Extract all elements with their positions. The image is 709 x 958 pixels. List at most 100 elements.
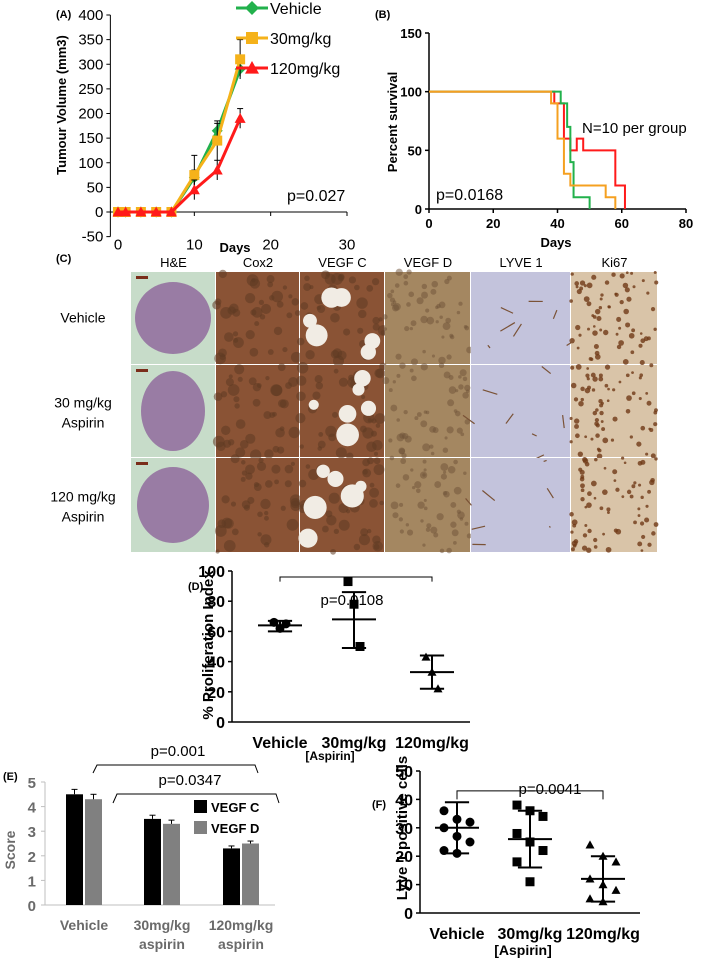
panel-c-texture-dot	[282, 346, 288, 353]
panel-c-nucleus	[578, 467, 583, 472]
panel-c-texture-dot	[415, 488, 421, 494]
panel-c-texture-dot	[450, 521, 457, 528]
panel-c-texture-dot	[330, 312, 340, 323]
panel-c-nucleus	[654, 280, 659, 285]
panel-c-texture-dot	[430, 526, 438, 534]
panel-c-nucleus	[587, 327, 591, 331]
panel-c-nucleus	[595, 408, 599, 412]
panel-c-vacuole	[354, 369, 371, 387]
panel-c-nucleus	[582, 533, 588, 538]
panel-c-texture-dot	[325, 425, 337, 437]
panel-c-texture-dot	[253, 483, 262, 491]
panel-c-nucleus	[586, 502, 592, 508]
panel-c-nucleus	[629, 494, 634, 499]
panel-c-nucleus	[640, 425, 646, 431]
panel-c-nucleus	[624, 287, 630, 293]
panel-c-nucleus	[644, 517, 650, 523]
panel-a-point	[212, 135, 223, 146]
panel-a-x-tick-label: 20	[262, 237, 279, 254]
panel-c-nucleus	[586, 547, 592, 553]
panel-c-vacuole	[332, 288, 351, 307]
panel-c-nucleus	[601, 427, 606, 432]
panel-c-texture-dot	[442, 447, 449, 453]
panel-c-nucleus	[607, 387, 610, 391]
panel-c-texture-dot	[373, 457, 381, 465]
panel-f-point	[512, 828, 522, 838]
panel-d-label: (D)	[188, 581, 204, 593]
panel-c-texture-dot	[458, 375, 462, 379]
panel-a-legend-marker	[245, 61, 259, 74]
panel-e-category-label: aspirin	[139, 936, 185, 952]
panel-c-nucleus	[650, 453, 656, 459]
panel-c-texture-dot	[286, 518, 299, 531]
panel-e-bar	[66, 794, 83, 905]
panel-c-nucleus	[592, 376, 598, 382]
panel-f-label: (F)	[372, 799, 386, 811]
panel-c-nucleus	[612, 416, 618, 422]
panel-c-nucleus	[646, 291, 650, 295]
panel-c-texture-dot	[228, 439, 235, 446]
panel-c-texture-dot	[221, 425, 231, 436]
panel-c-nucleus	[569, 416, 573, 420]
panel-d-y-tick-label: 40	[207, 655, 225, 672]
panel-c-texture-dot	[294, 310, 301, 316]
panel-c-texture-dot	[241, 470, 247, 476]
panel-c-texture-dot	[299, 444, 304, 449]
panel-f: (F) Lyve 1 positive cells [Aspirin] p=0.…	[372, 756, 640, 958]
panel-c-nucleus	[645, 452, 649, 456]
panel-c-nucleus	[604, 383, 609, 388]
panel-d-y-tick-label: 60	[207, 624, 225, 641]
panel-c-nucleus	[571, 519, 578, 526]
panel-c-nucleus	[639, 373, 644, 377]
panel-c-nucleus	[639, 332, 643, 335]
panel-c-texture-dot	[244, 293, 256, 304]
panel-c-vacuole	[360, 400, 377, 416]
panel-c-texture-dot	[466, 533, 472, 539]
panel-c-texture-dot	[291, 298, 300, 306]
panel-b: (B) Percent survival Days N=10 per group…	[375, 9, 693, 250]
panel-c-nucleus	[592, 315, 597, 319]
panel-c-nucleus	[598, 376, 604, 382]
panel-c-nucleus	[574, 281, 580, 286]
panel-c-vessel	[512, 323, 522, 337]
panel-c-nucleus	[646, 400, 652, 406]
panel-c-nucleus	[625, 408, 631, 414]
panel-c-nucleus	[611, 272, 616, 277]
panel-c-nucleus	[643, 336, 649, 342]
panel-a-legend-label: Vehicle	[270, 1, 322, 18]
panel-c-texture-dot	[382, 376, 390, 385]
panel-e-legend: VEGF C VEGF D	[194, 800, 260, 836]
panel-c-texture-dot	[458, 384, 464, 390]
panel-c-texture-dot	[333, 368, 339, 374]
panel-c-nucleus	[610, 438, 615, 442]
panel-d-point	[355, 642, 365, 651]
panel-c-texture-dot	[233, 337, 244, 348]
panel-c-texture-dot	[357, 327, 364, 334]
panel-c-texture-dot	[248, 377, 257, 386]
panel-c-nucleus	[593, 496, 597, 500]
panel-c-nucleus	[637, 507, 641, 511]
panel-c-texture-dot	[392, 300, 397, 304]
panel-c-nucleus	[587, 528, 592, 534]
panel-c-texture-dot	[261, 303, 272, 314]
panel-c-texture-dot	[438, 362, 445, 368]
panel-c-texture-dot	[300, 302, 309, 310]
panel-c-nucleus	[606, 507, 611, 512]
panel-f-point	[611, 857, 621, 866]
panel-a-point	[211, 164, 223, 175]
panel-a-y-tick-label: 50	[87, 179, 104, 196]
panel-a: (A) Tumour Volume (mm3) Days p=0.027 -50…	[54, 1, 355, 255]
panel-a-label: (A)	[56, 9, 72, 21]
panel-c-nucleus	[594, 417, 599, 423]
panel-c-nucleus	[623, 308, 629, 315]
panel-c-nucleus	[637, 460, 643, 466]
panel-c-texture-dot	[423, 498, 427, 502]
panel-c-texture-dot	[303, 283, 312, 291]
panel-c-nucleus	[598, 398, 603, 404]
panel-c-texture-dot	[296, 391, 306, 402]
panel-f-point	[611, 885, 621, 894]
panel-c-nucleus	[603, 329, 609, 336]
panel-c-texture-dot	[372, 323, 380, 331]
panel-c-texture-dot	[295, 413, 306, 424]
panel-c-texture-dot	[419, 471, 428, 479]
